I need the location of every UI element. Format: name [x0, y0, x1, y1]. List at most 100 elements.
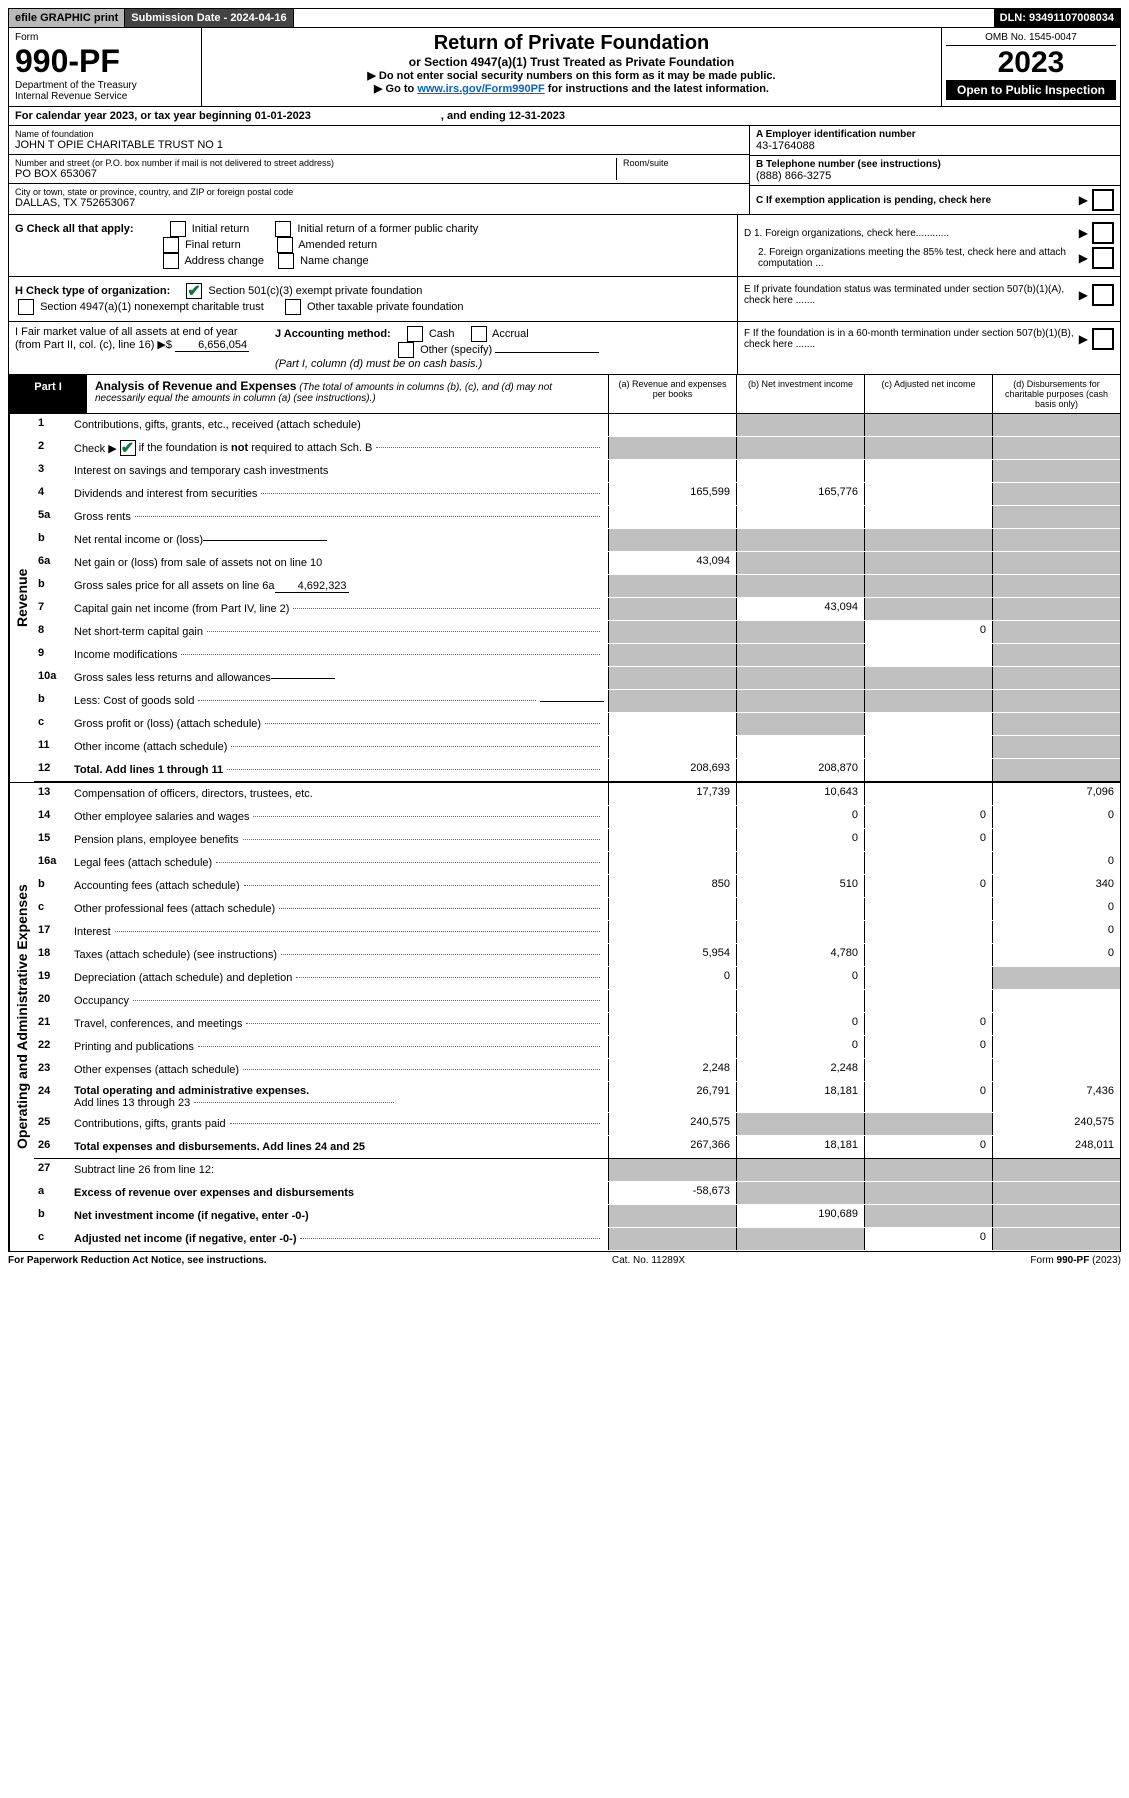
g1: Initial return — [192, 223, 249, 235]
cell: 190,689 — [736, 1205, 864, 1227]
table-row: 6aNet gain or (loss) from sale of assets… — [34, 552, 1120, 575]
table-row: 24Total operating and administrative exp… — [34, 1082, 1120, 1113]
cell: 17,739 — [608, 783, 736, 805]
row-desc24b: Add lines 13 through 23 — [74, 1097, 190, 1109]
e-checkbox[interactable] — [1092, 284, 1114, 306]
initial-return-checkbox[interactable] — [170, 221, 186, 237]
arrow-icon: ▶ — [1079, 193, 1088, 207]
form990pf-link[interactable]: www.irs.gov/Form990PF — [417, 83, 544, 95]
initial-return-former-checkbox[interactable] — [275, 221, 291, 237]
row-desc: Subtract line 26 from line 12: — [74, 1164, 214, 1176]
table-row: cOther professional fees (attach schedul… — [34, 898, 1120, 921]
cell: -58,673 — [608, 1182, 736, 1204]
part1-label: Part I — [9, 375, 87, 413]
expenses-rows: 13Compensation of officers, directors, t… — [34, 783, 1120, 1251]
j-note: (Part I, column (d) must be on cash basi… — [275, 358, 482, 370]
row-desc: Taxes (attach schedule) (see instruction… — [74, 949, 277, 961]
cat-no: Cat. No. 11289X — [612, 1255, 685, 1266]
row-desc: Less: Cost of goods sold — [74, 695, 194, 707]
col-a-head: (a) Revenue and expenses per books — [609, 375, 737, 413]
row-desc: Accounting fees (attach schedule) — [74, 880, 240, 892]
4947a1-checkbox[interactable] — [18, 299, 34, 315]
r6b-pre: Gross sales price for all assets on line… — [74, 580, 275, 592]
e-label: E If private foundation status was termi… — [744, 284, 1075, 306]
g5: Address change — [184, 255, 264, 267]
f-checkbox[interactable] — [1092, 328, 1114, 350]
h3: Other taxable private foundation — [307, 301, 464, 313]
c-checkbox[interactable] — [1092, 189, 1114, 211]
accrual-checkbox[interactable] — [471, 326, 487, 342]
row-desc: Depreciation (attach schedule) and deple… — [74, 972, 292, 984]
cash-checkbox[interactable] — [407, 326, 423, 342]
table-row: aExcess of revenue over expenses and dis… — [34, 1182, 1120, 1205]
other-method-checkbox[interactable] — [398, 342, 414, 358]
city-label: City or town, state or province, country… — [15, 187, 743, 197]
row-desc: Other expenses (attach schedule) — [74, 1064, 239, 1076]
d1-checkbox[interactable] — [1092, 222, 1114, 244]
table-row: 27Subtract line 26 from line 12: — [34, 1159, 1120, 1182]
cell: 18,181 — [736, 1136, 864, 1158]
revenue-sidebar: Revenue — [9, 414, 34, 782]
cell: 0 — [864, 829, 992, 851]
row-desc: Other professional fees (attach schedule… — [74, 903, 275, 915]
501c3-checkbox[interactable] — [186, 283, 202, 299]
addr-label: Number and street (or P.O. box number if… — [15, 158, 616, 168]
table-row: 21Travel, conferences, and meetings00 — [34, 1013, 1120, 1036]
amended-return-checkbox[interactable] — [277, 237, 293, 253]
c-label: C If exemption application is pending, c… — [756, 195, 1075, 206]
g-checks: G Check all that apply: Initial return I… — [9, 215, 737, 276]
cell: 0 — [736, 1036, 864, 1058]
row-desc: Gross sales less returns and allowances — [74, 672, 271, 684]
f-check: F If the foundation is in a 60-month ter… — [738, 322, 1120, 374]
d1-label: D 1. Foreign organizations, check here..… — [744, 228, 1075, 239]
cell: 240,575 — [608, 1113, 736, 1135]
cell: 0 — [864, 1082, 992, 1112]
name-label: Name of foundation — [15, 129, 743, 139]
foundation-name: JOHN T OPIE CHARITABLE TRUST NO 1 — [15, 139, 743, 151]
info-block: Name of foundation JOHN T OPIE CHARITABL… — [8, 126, 1121, 215]
row-desc: Pension plans, employee benefits — [74, 834, 239, 846]
row-desc: Interest on savings and temporary cash i… — [74, 465, 328, 477]
table-row: bGross sales price for all assets on lin… — [34, 575, 1120, 598]
page-footer: For Paperwork Reduction Act Notice, see … — [8, 1252, 1121, 1266]
phone-label: B Telephone number (see instructions) — [756, 159, 1114, 170]
other-taxable-checkbox[interactable] — [285, 299, 301, 315]
name-change-checkbox[interactable] — [278, 253, 294, 269]
row-desc: Dividends and interest from securities — [74, 488, 257, 500]
ein-label: A Employer identification number — [756, 129, 1114, 140]
other-specify-field[interactable] — [495, 352, 599, 353]
cell: 340 — [992, 875, 1120, 897]
cell: 0 — [992, 806, 1120, 828]
r2-post: if the foundation is not required to att… — [139, 442, 373, 454]
table-row: 14Other employee salaries and wages000 — [34, 806, 1120, 829]
paperwork-notice: For Paperwork Reduction Act Notice, see … — [8, 1255, 267, 1266]
row-desc: Travel, conferences, and meetings — [74, 1018, 242, 1030]
d2-checkbox[interactable] — [1092, 247, 1114, 269]
table-row: 17Interest0 — [34, 921, 1120, 944]
tax-year: 2023 — [946, 46, 1116, 80]
efile-button[interactable]: efile GRAPHIC print — [9, 9, 125, 27]
ein: 43-1764088 — [756, 140, 1114, 152]
g6: Name change — [300, 255, 369, 267]
schb-checkbox[interactable] — [120, 440, 136, 456]
cell: 208,693 — [608, 759, 736, 781]
irs-label: Internal Revenue Service — [15, 91, 195, 102]
address-change-checkbox[interactable] — [163, 253, 179, 269]
cell: 5,954 — [608, 944, 736, 966]
cell: 510 — [736, 875, 864, 897]
cell: 7,436 — [992, 1082, 1120, 1112]
arrow-icon: ▶ — [1079, 332, 1088, 346]
phone: (888) 866-3275 — [756, 170, 1114, 182]
cell: 208,870 — [736, 759, 864, 781]
row-desc: Income modifications — [74, 649, 177, 661]
final-return-checkbox[interactable] — [163, 237, 179, 253]
table-row: cAdjusted net income (if negative, enter… — [34, 1228, 1120, 1251]
foundation-name-block: Name of foundation JOHN T OPIE CHARITABL… — [9, 126, 749, 155]
cell: 0 — [864, 1036, 992, 1058]
j-accrual: Accrual — [492, 328, 529, 340]
table-row: 9Income modifications — [34, 644, 1120, 667]
table-row: 10aGross sales less returns and allowanc… — [34, 667, 1120, 690]
row-desc: Total operating and administrative expen… — [74, 1085, 309, 1097]
cell: 43,094 — [608, 552, 736, 574]
expenses-sidebar: Operating and Administrative Expenses — [9, 783, 34, 1251]
